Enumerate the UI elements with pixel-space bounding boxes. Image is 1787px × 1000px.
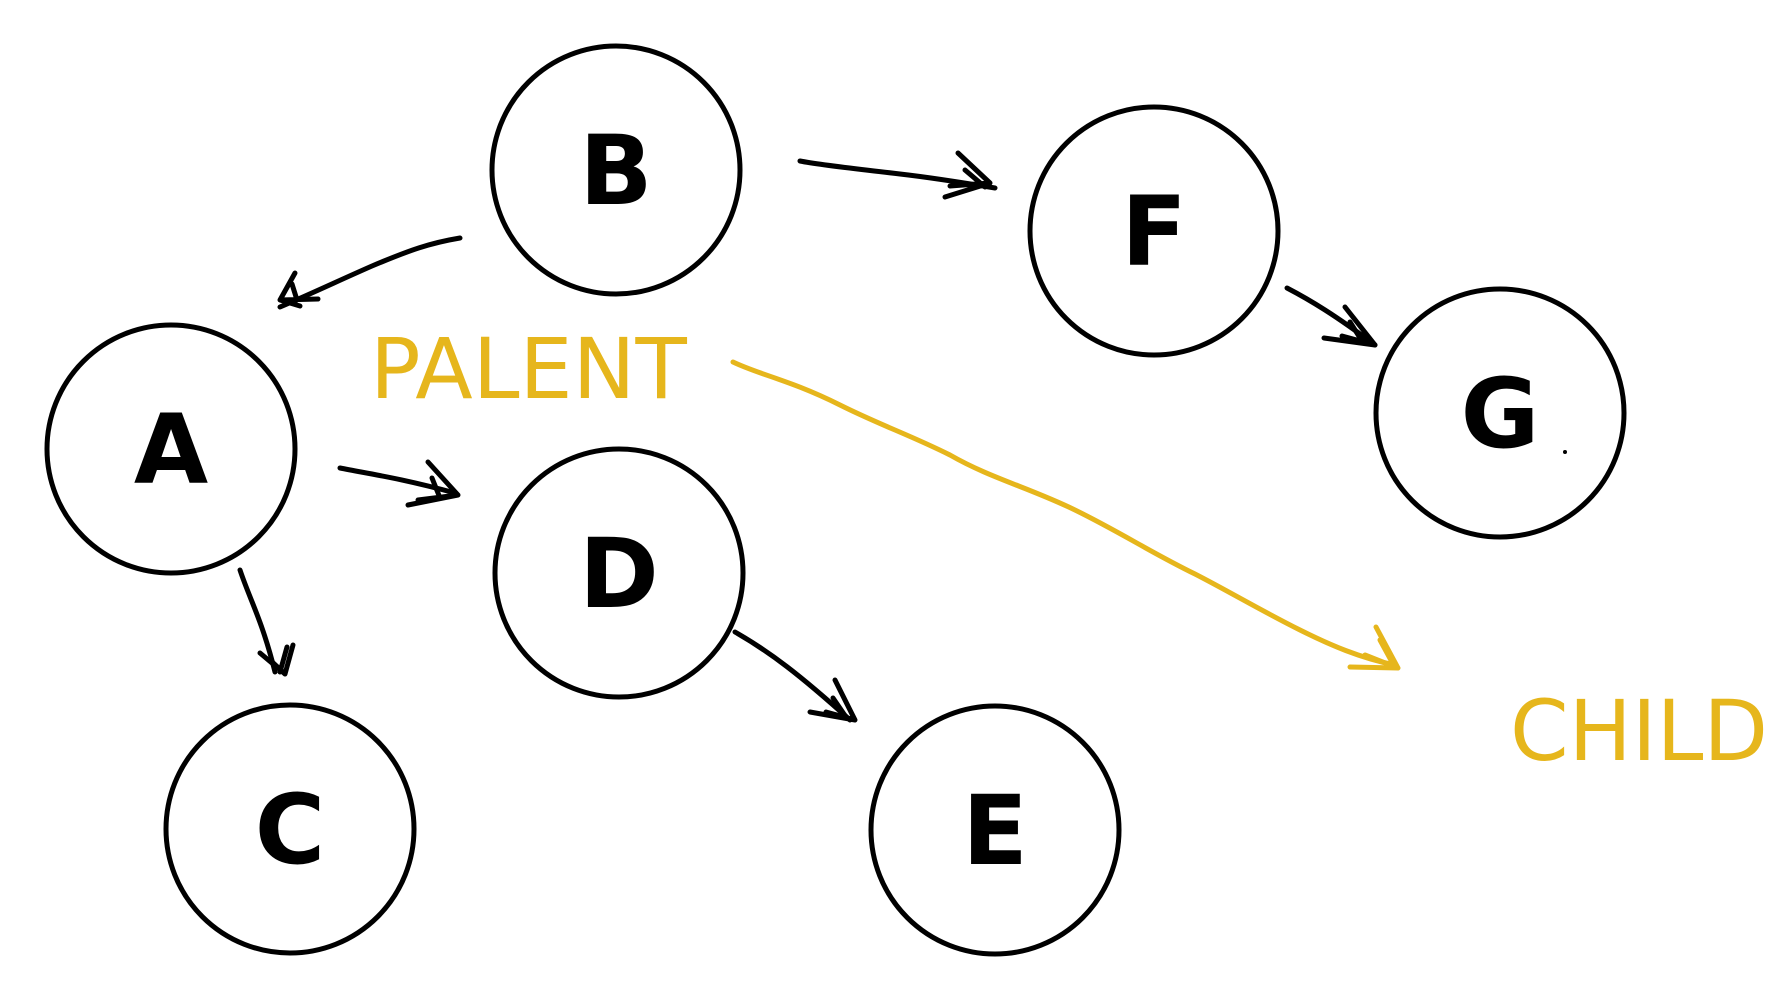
node-c-label: C — [255, 774, 325, 886]
node-a-circle — [44, 322, 298, 576]
parent-label: PALENT — [370, 320, 687, 418]
node-g-circle — [1373, 286, 1627, 540]
parent-child-legend: PALENT CHILD — [370, 320, 1768, 780]
node-d-circle — [492, 446, 746, 700]
node-b-circle — [489, 43, 743, 297]
node-a: A — [44, 322, 298, 576]
node-b: B — [489, 43, 743, 297]
node-c-circle — [163, 702, 417, 956]
edge-a-to-c — [237, 567, 296, 677]
node-a-label: A — [134, 394, 208, 506]
parent-to-child-arrowhead — [1347, 624, 1401, 671]
node-d-label: D — [579, 518, 659, 630]
nodes: B A F G D C E — [44, 43, 1627, 957]
edge-d-to-e — [732, 629, 858, 723]
node-d: D — [492, 446, 746, 700]
node-c: C — [163, 702, 417, 956]
node-g: G — [1373, 286, 1627, 540]
node-e: E — [868, 703, 1122, 957]
parent-to-child-arrow — [730, 359, 1398, 668]
edge-a-to-d — [337, 459, 461, 508]
node-f: F — [1027, 104, 1281, 358]
edge-b-to-a — [277, 235, 463, 310]
edges — [237, 150, 1378, 723]
node-f-circle — [1027, 104, 1281, 358]
edge-b-to-f — [797, 150, 998, 200]
node-f-label: F — [1121, 176, 1187, 288]
node-e-label: E — [962, 775, 1028, 887]
child-label: CHILD — [1510, 682, 1768, 780]
node-g-dot — [1563, 450, 1567, 454]
node-e-circle — [868, 703, 1122, 957]
node-b-label: B — [579, 115, 652, 227]
node-g-label: G — [1461, 358, 1540, 470]
edge-f-to-g — [1284, 285, 1378, 348]
